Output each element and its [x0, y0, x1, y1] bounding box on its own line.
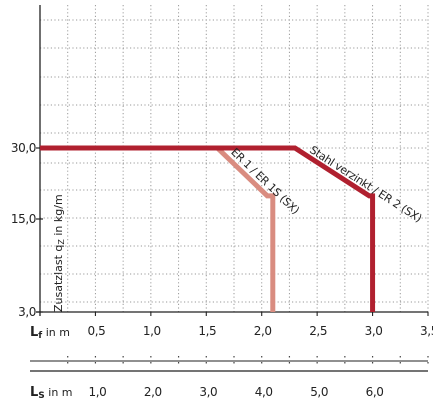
x-tick-label-s: 1,0	[88, 385, 106, 399]
y-axis-label: Zusatzlast qZ in kg/m	[52, 194, 66, 312]
x-tick-label-s: 2,0	[144, 385, 162, 399]
x-axis-label-s: LS in m	[30, 385, 73, 401]
x-tick-label-f: 2,5	[309, 324, 327, 338]
series-line-1	[40, 145, 276, 312]
x-tick-label-s: 5,0	[310, 385, 328, 399]
y-tick-label: 30,0	[11, 141, 36, 155]
x-tick-label-f: 2,0	[254, 324, 272, 338]
x-tick-label-f: 3,0	[365, 324, 383, 338]
x-tick-label-f: 3,5	[420, 324, 433, 338]
x-tick-label-s: 3,0	[199, 385, 217, 399]
x-tick-label-s: 4,0	[255, 385, 273, 399]
y-tick-label: 15,0	[11, 212, 36, 226]
x-axis-label-f: Lf in m	[30, 325, 70, 341]
x-tick-label-f: 0,5	[87, 324, 105, 338]
series-line-2	[40, 145, 376, 312]
x-tick-label-f: 1,0	[143, 324, 161, 338]
y-tick-label: 3,0	[18, 305, 36, 319]
axes	[30, 5, 429, 372]
series-lines	[40, 145, 376, 312]
x-tick-label-s: 6,0	[366, 385, 384, 399]
axis-labels: 30,0 15,0 3,0 0,5 1,0 1,5 2,0 2,5 3,0 3,5 Lf in m 1…	[11, 141, 433, 401]
series-label-1: ER 1 / ER 1S (SX)	[228, 146, 302, 217]
x-tick-label-f: 1,5	[198, 324, 216, 338]
grid-lines	[40, 5, 429, 312]
series-label-2: Stahl verzinkt / ER 2 (SX)	[307, 143, 424, 225]
